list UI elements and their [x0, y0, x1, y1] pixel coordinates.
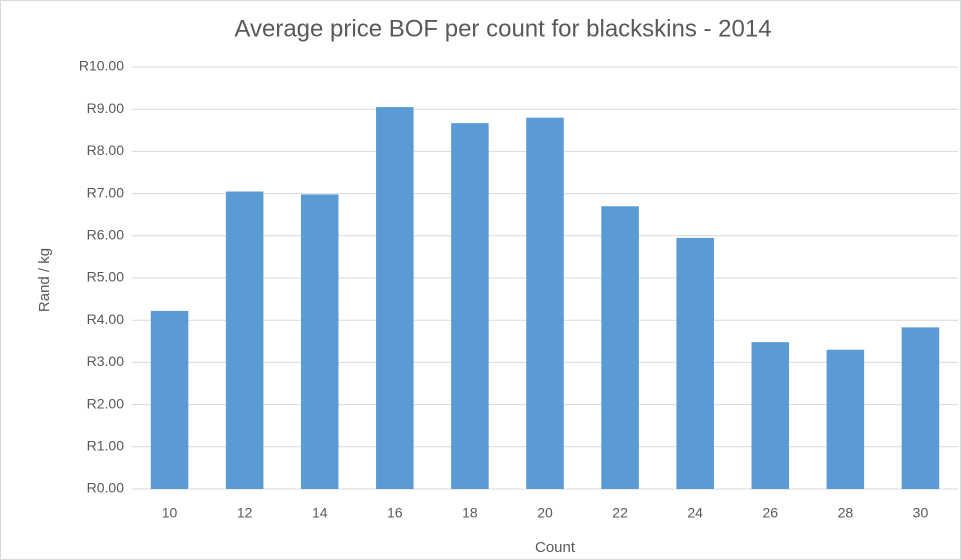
bar: [826, 349, 865, 489]
chart-title: Average price BOF per count for blackski…: [234, 15, 771, 42]
x-tick-label: 28: [838, 505, 854, 521]
y-tick-label: R2.00: [87, 395, 125, 411]
x-axis-title: Count: [535, 539, 576, 556]
x-tick-label: 24: [687, 505, 703, 521]
bar: [751, 342, 790, 489]
x-tick-label: 20: [537, 505, 553, 521]
x-tick-label: 14: [312, 505, 328, 521]
y-tick-label: R10.00: [79, 58, 124, 74]
bar: [601, 206, 639, 489]
y-tick-label: R0.00: [87, 480, 125, 496]
x-tick-label: 26: [762, 505, 778, 521]
y-tick-label: R8.00: [87, 142, 125, 158]
bar: [150, 310, 189, 489]
bar: [526, 117, 564, 489]
x-tick-label: 16: [387, 505, 403, 521]
y-axis-title: Rand / kg: [36, 248, 53, 312]
y-tick-label: R3.00: [87, 353, 125, 369]
x-tick-label: 22: [612, 505, 628, 521]
bar: [225, 191, 264, 490]
bar: [451, 123, 489, 489]
y-tick-label: R5.00: [87, 269, 125, 285]
x-tick-label: 18: [462, 505, 478, 521]
bar: [300, 194, 339, 489]
y-tick-label: R9.00: [87, 100, 125, 116]
y-tick-label: R7.00: [87, 184, 125, 200]
bar: [901, 327, 940, 489]
bar: [676, 237, 714, 489]
bar: [376, 107, 414, 489]
y-tick-label: R6.00: [87, 227, 125, 243]
x-tick-label: 10: [162, 505, 178, 521]
y-tick-label: R1.00: [87, 438, 125, 454]
x-tick-label: 30: [913, 505, 929, 521]
x-tick-label: 12: [237, 505, 253, 521]
y-tick-label: R4.00: [87, 311, 125, 327]
